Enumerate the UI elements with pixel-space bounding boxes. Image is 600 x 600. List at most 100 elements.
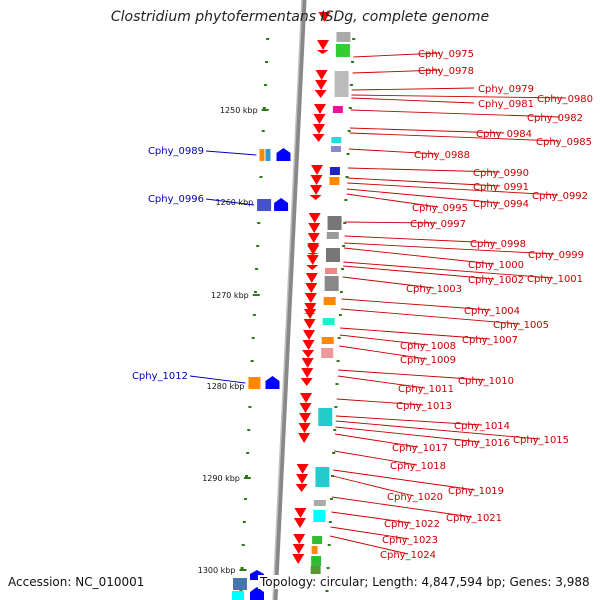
forward-gene-label: Cphy_1021 bbox=[446, 513, 502, 524]
guide-tick bbox=[344, 199, 348, 201]
gene-arrow bbox=[303, 319, 316, 329]
guide-tick bbox=[334, 406, 338, 408]
forward-label-line bbox=[351, 94, 567, 99]
guide-tick bbox=[346, 153, 350, 155]
guide-tick bbox=[240, 567, 244, 569]
gene-arrow bbox=[301, 368, 314, 378]
guide-tick bbox=[252, 314, 256, 316]
forward-gene-label: Cphy_1001 bbox=[527, 274, 583, 285]
forward-label-line bbox=[343, 265, 495, 280]
gene-arrow bbox=[293, 534, 306, 544]
forward-label-line bbox=[341, 308, 521, 325]
guide-tick bbox=[327, 544, 331, 546]
forward-gene-label: Cphy_1005 bbox=[493, 320, 549, 331]
forward-label-line bbox=[339, 345, 428, 360]
forward-label-line bbox=[346, 188, 501, 204]
cog-box bbox=[311, 556, 322, 566]
gene-arrow bbox=[302, 340, 315, 350]
cog-box bbox=[331, 137, 342, 143]
guide-tick bbox=[263, 84, 267, 86]
cog-box bbox=[327, 216, 342, 230]
forward-label-line bbox=[351, 97, 475, 104]
forward-gene-label: Cphy_0999 bbox=[528, 250, 584, 261]
guide-tick bbox=[332, 452, 336, 454]
guide-tick bbox=[265, 61, 269, 63]
scale-label: 1270 kbp bbox=[211, 291, 249, 300]
scale-label: 1290 kbp bbox=[202, 474, 240, 483]
forward-gene-label: Cphy_1011 bbox=[398, 384, 454, 395]
gene-arrow bbox=[303, 330, 316, 340]
gene-arrow bbox=[305, 283, 318, 293]
forward-gene-label: Cphy_0998 bbox=[470, 239, 526, 250]
cog-box bbox=[232, 591, 244, 600]
cog-box bbox=[323, 297, 336, 305]
reverse-features: Cphy_0989 Cphy_0996 Cphy_1012 bbox=[132, 146, 291, 600]
forward-gene-label: Cphy_1015 bbox=[513, 435, 569, 446]
guide-tick bbox=[348, 107, 352, 109]
guide-tick bbox=[329, 498, 333, 500]
guide-tick bbox=[247, 429, 251, 431]
cog-box bbox=[259, 149, 265, 161]
guide-tick bbox=[337, 337, 341, 339]
gene-arrow bbox=[294, 508, 307, 518]
reverse-label-line bbox=[189, 375, 246, 384]
cog-box bbox=[257, 199, 272, 211]
forward-label-line bbox=[337, 375, 426, 389]
gene-arrow bbox=[296, 464, 309, 474]
cog-box bbox=[335, 44, 350, 57]
gene-arrow bbox=[318, 12, 331, 22]
reverse-label-line bbox=[205, 198, 255, 206]
guide-tick bbox=[326, 567, 330, 569]
forward-gene-label: Cphy_1022 bbox=[384, 519, 440, 530]
guide-tick bbox=[333, 429, 337, 431]
guide-tick bbox=[345, 176, 349, 178]
forward-label-line bbox=[352, 69, 441, 74]
cog-box bbox=[330, 146, 341, 152]
cog-box bbox=[336, 32, 351, 42]
forward-gene-label: Cphy_0991 bbox=[473, 182, 529, 193]
forward-label-line bbox=[335, 420, 541, 440]
cog-box bbox=[233, 578, 247, 590]
cog-box bbox=[311, 546, 318, 554]
forward-label-line bbox=[347, 167, 501, 173]
scale-label: 1250 kbp bbox=[220, 106, 258, 115]
accession-text: Accession: NC_010001 bbox=[8, 575, 148, 589]
forward-label-line bbox=[333, 469, 476, 491]
guide-tick bbox=[336, 360, 340, 362]
gene-arrow bbox=[292, 554, 305, 564]
guide-tick bbox=[351, 61, 355, 63]
cog-box bbox=[265, 149, 271, 161]
gene-arrow bbox=[314, 90, 327, 98]
gene-arrow bbox=[315, 70, 328, 80]
cog-box bbox=[248, 377, 261, 389]
reverse-gene-arrow bbox=[274, 198, 289, 211]
gene-arrow bbox=[307, 233, 320, 243]
topology-text: Topology: circular; Length: 4,847,594 bp… bbox=[258, 575, 590, 589]
forward-label-line bbox=[347, 182, 559, 196]
forward-gene-label: Cphy_1019 bbox=[448, 486, 504, 497]
gene-arrow bbox=[304, 309, 317, 319]
gene-arrow bbox=[304, 303, 317, 313]
cog-box bbox=[315, 467, 330, 487]
guide-tick bbox=[325, 590, 329, 592]
gene-arrow bbox=[316, 50, 329, 54]
forward-gene-label: Cphy_0990 bbox=[473, 168, 529, 179]
guide-tick bbox=[261, 130, 265, 132]
scale-tick bbox=[239, 569, 247, 571]
cog-box bbox=[321, 348, 334, 358]
forward-label-line bbox=[341, 298, 492, 311]
forward-gene-label: Cphy_0997 bbox=[410, 219, 466, 230]
gene-arrow bbox=[311, 165, 324, 175]
forward-gene-label: Cphy_1013 bbox=[396, 401, 452, 412]
reverse-gene-arrow bbox=[250, 587, 264, 600]
gene-arrow bbox=[292, 544, 305, 554]
reverse-gene-arrow bbox=[265, 376, 280, 389]
guide-tick bbox=[259, 176, 263, 178]
guide-tick bbox=[246, 452, 250, 454]
forward-label-line bbox=[334, 450, 418, 466]
guide-tick bbox=[338, 314, 342, 316]
gene-arrow bbox=[293, 518, 306, 528]
forward-label-line bbox=[331, 511, 412, 524]
forward-label-line bbox=[329, 535, 409, 555]
forward-gene-label: Cphy_1024 bbox=[380, 550, 436, 561]
